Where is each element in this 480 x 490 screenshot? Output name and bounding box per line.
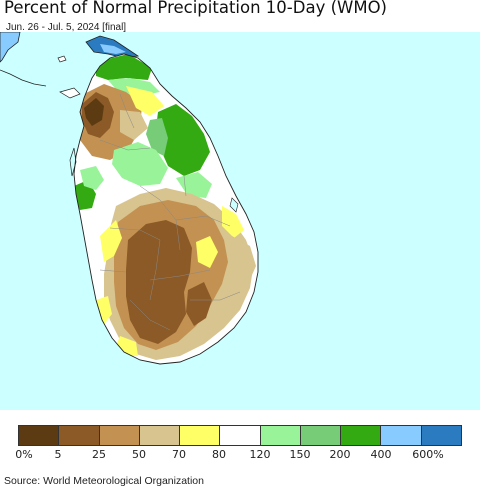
region-nw-yellow: [126, 86, 164, 116]
region-yellow-band-e: [222, 206, 244, 238]
region-ne-midgreen: [146, 118, 168, 156]
legend-label: 25: [92, 448, 106, 461]
region-yellow-band-w: [100, 220, 122, 262]
legend-label: 200: [329, 448, 351, 461]
source-credit: Source: World Meteorological Organizatio…: [4, 475, 204, 487]
district-lines: [99, 93, 241, 331]
legend-label: 600%: [412, 448, 444, 461]
mannar-island: [59, 87, 81, 99]
map-date-range: Jun. 26 - Jul. 5, 2024 [final]: [6, 22, 127, 33]
legend-label: 70: [172, 448, 186, 461]
legend: 0% 5 25 50 70 80 120 150 200 400 600%: [0, 410, 480, 474]
region-east-beige: [230, 236, 256, 284]
jaffna-light: [100, 44, 126, 54]
legend-swatch-80-120: [220, 426, 261, 445]
kalpitiya-spit: [69, 147, 77, 177]
sri-lanka-coastline: [73, 53, 259, 365]
delft-island: [57, 55, 67, 63]
legend-colorbar: [18, 425, 462, 446]
legend-label: 5: [54, 448, 62, 461]
region-south-brown: [126, 220, 192, 344]
legend-swatch-25-50: [99, 426, 140, 445]
legend-swatch-50-70: [139, 426, 181, 445]
legend-swatch-600-plus: [421, 426, 461, 445]
east-lagoon: [229, 197, 239, 213]
legend-label: 50: [132, 448, 146, 461]
legend-swatch-150-200: [300, 426, 342, 445]
precipitation-map: [0, 32, 480, 410]
india-coast-outline: [0, 69, 47, 87]
legend-swatch-5-25: [59, 426, 100, 445]
region-center-lightgreen: [112, 142, 168, 186]
map-title: Percent of Normal Precipitation 10-Day (…: [4, 0, 387, 17]
map-canvas: [0, 32, 480, 410]
region-ne-green: [156, 104, 210, 176]
region-nw-darkbrown: [84, 98, 104, 126]
legend-label: 400: [370, 448, 392, 461]
legend-label: 80: [212, 448, 226, 461]
region-south-brown-east: [186, 282, 212, 326]
legend-label: 150: [289, 448, 311, 461]
legend-swatch-0-5: [19, 426, 60, 445]
legend-swatch-120-150: [260, 426, 301, 445]
region-nw-beige: [120, 110, 148, 140]
legend-swatch-400-600: [381, 426, 422, 445]
region-east-lightgreen: [176, 172, 212, 198]
region-yellow-east: [196, 236, 218, 268]
legend-swatch-70-80: [180, 426, 221, 445]
legend-swatch-200-400: [341, 426, 382, 445]
legend-label: 0%: [15, 448, 33, 461]
region-north-green: [96, 54, 152, 80]
region-west-lightgreen: [80, 166, 104, 190]
india-coast: [0, 32, 21, 63]
legend-label: 120: [249, 448, 271, 461]
